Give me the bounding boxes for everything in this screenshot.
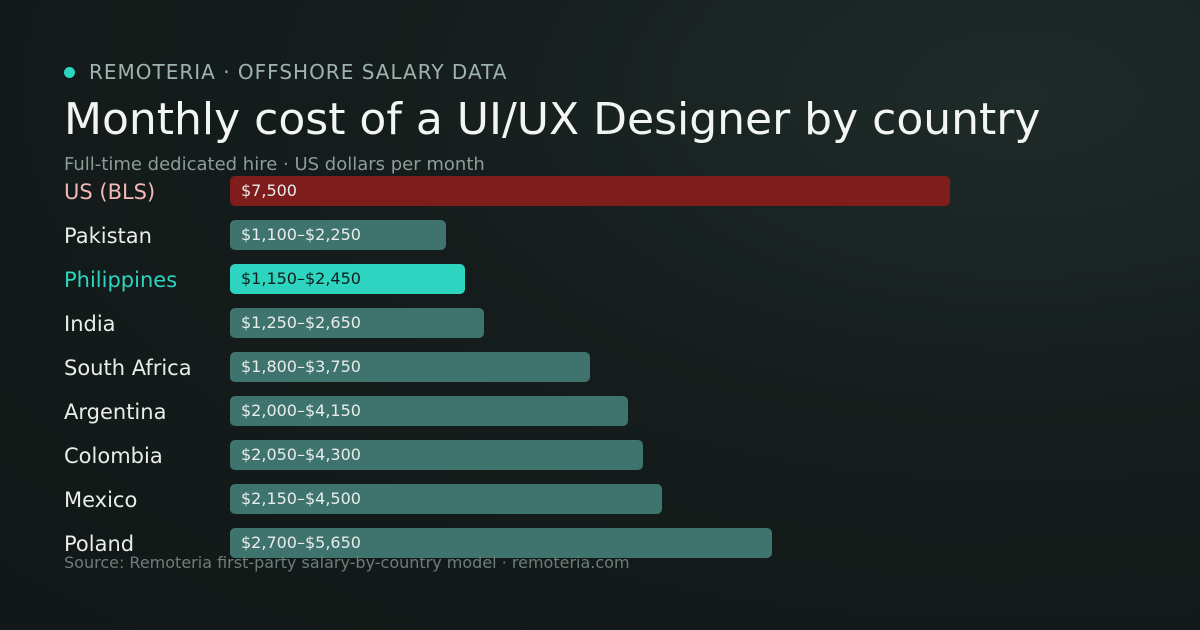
- bar: [230, 308, 485, 338]
- chart-subtitle: Full-time dedicated hire · US dollars pe…: [64, 154, 485, 175]
- bar-value-label: $7,500: [241, 181, 297, 200]
- category-label: Argentina: [64, 400, 167, 424]
- accent-dot-icon: [64, 66, 75, 78]
- category-label: Pakistan: [64, 224, 152, 248]
- eyebrow: REMOTERIA · OFFSHORE SALARY DATA: [64, 60, 507, 84]
- bar: [230, 220, 446, 250]
- bar-value-label: $1,100–$2,250: [241, 225, 361, 244]
- bar: [230, 440, 643, 470]
- bar: [230, 176, 950, 206]
- bar-value-label: $2,000–$4,150: [241, 401, 361, 420]
- bar: [230, 528, 773, 558]
- category-label: US (BLS): [64, 180, 156, 204]
- bar: [230, 352, 590, 382]
- bar-value-label: $2,150–$4,500: [241, 489, 361, 508]
- bar: [230, 264, 466, 294]
- bar: [230, 484, 662, 514]
- category-label: Colombia: [64, 444, 163, 468]
- bar-value-label: $1,150–$2,450: [241, 269, 361, 288]
- category-label: India: [64, 312, 116, 336]
- source-note: Source: Remoteria first-party salary-by-…: [64, 553, 630, 572]
- chart-title: Monthly cost of a UI/UX Designer by coun…: [64, 94, 1041, 145]
- category-label: Poland: [64, 532, 135, 556]
- bar-value-label: $1,250–$2,650: [241, 313, 361, 332]
- bar-value-label: $2,050–$4,300: [241, 445, 361, 464]
- category-label: Philippines: [64, 268, 178, 292]
- bar-value-label: $2,700–$5,650: [241, 533, 361, 552]
- bar: [230, 396, 629, 426]
- bar-value-label: $1,800–$3,750: [241, 357, 361, 376]
- category-label: Mexico: [64, 488, 138, 512]
- eyebrow-text: REMOTERIA · OFFSHORE SALARY DATA: [89, 60, 508, 84]
- category-label: South Africa: [64, 356, 192, 380]
